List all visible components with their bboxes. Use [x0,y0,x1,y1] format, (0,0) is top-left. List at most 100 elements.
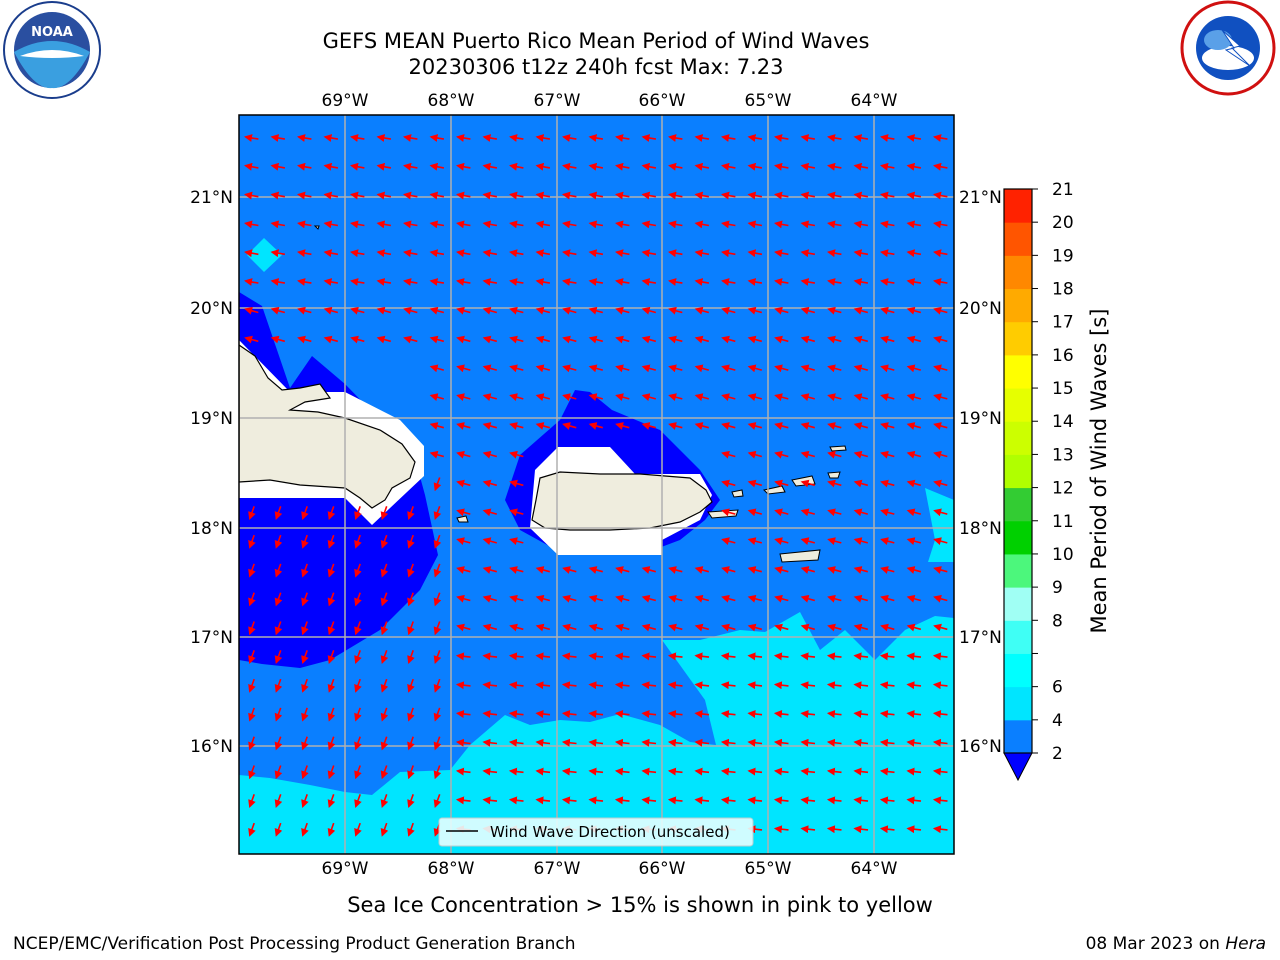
wind-wave-arrow [429,422,445,430]
wind-wave-arrow [535,162,551,171]
colorbar-segment [1004,388,1032,422]
wind-wave-arrow [588,594,604,603]
lon-label: 68°W [428,91,475,111]
wind-wave-arrow [403,162,418,171]
wind-wave-arrow [455,652,471,661]
wind-wave-arrow [433,563,442,578]
lon-labels-top: 69°W 68°W 67°W 66°W 65°W 64°W [322,91,898,111]
wind-wave-arrow [509,335,524,344]
wind-wave-arrow [906,796,922,805]
wind-wave-arrow [456,422,471,430]
wind-wave-arrow [668,623,683,632]
wind-wave-arrow [667,767,683,776]
wind-wave-arrow [615,306,630,315]
wind-wave-arrow [380,678,389,693]
wind-wave-arrow [376,278,392,286]
wind-wave-arrow [774,479,789,488]
wind-wave-arrow [747,710,763,718]
wind-wave-arrow [327,794,336,809]
wind-wave-arrow [641,767,657,776]
lon-label: 66°W [639,859,686,879]
wind-wave-arrow [407,678,415,693]
wind-wave-arrow [853,508,869,517]
wind-wave-arrow [615,220,630,229]
wind-wave-arrow [588,134,604,142]
noaa-logo: NOAA [3,1,101,99]
wind-wave-arrow [826,825,842,834]
wind-wave-arrow [932,767,948,776]
wind-wave-arrow [906,134,922,142]
wind-wave-arrow [327,506,336,521]
wind-wave-arrow [880,393,895,402]
wind-wave-arrow [615,422,630,430]
wind-wave-arrow [301,592,309,607]
wind-wave-arrow [773,681,789,690]
wind-wave-arrow [932,681,948,690]
wind-wave-arrow [380,794,389,809]
wind-wave-arrow [588,767,604,776]
wind-wave-arrow [248,707,256,722]
wind-wave-arrow [588,335,604,344]
wind-wave-arrow [614,652,630,661]
wind-wave-arrow [270,191,286,200]
wind-wave-arrow [429,364,445,373]
wind-wave-arrow [429,191,445,200]
wind-wave-arrow [509,191,524,200]
wind-wave-arrow [933,479,948,488]
wind-wave-arrow [376,162,392,171]
wind-wave-arrow [800,134,816,142]
wind-wave-arrow [588,710,604,718]
wind-wave-arrow [827,162,842,171]
wind-wave-arrow [720,767,736,776]
wind-wave-arrow [906,681,922,690]
wind-wave-arrow [773,710,789,718]
wind-wave-arrow [248,678,256,693]
wind-wave-arrow [880,306,895,315]
wind-wave-arrow [667,652,683,661]
wind-wave-arrow [933,450,948,459]
wind-wave-arrow [774,422,789,430]
wind-wave-arrow [879,652,895,661]
wind-wave-arrow [433,765,442,780]
wind-wave-arrow [297,249,312,258]
wind-wave-arrow [880,364,895,373]
wind-wave-arrow [694,738,710,747]
wind-wave-arrow [327,765,336,780]
wind-wave-arrow [323,335,339,344]
wind-wave-arrow [668,278,683,286]
wind-wave-arrow [853,278,869,286]
wind-wave-arrow [800,566,816,574]
wind-wave-arrow [906,738,922,747]
wind-wave-arrow [509,450,524,459]
wind-wave-arrow [354,650,362,665]
wind-wave-arrow [827,566,842,574]
wind-wave-arrow [880,422,895,430]
wind-wave-arrow [354,765,362,780]
wind-wave-arrow [800,508,816,517]
wind-wave-arrow [906,422,922,430]
wind-wave-arrow [350,191,365,200]
wind-wave-arrow [721,537,736,546]
wind-wave-arrow [774,162,789,171]
wind-wave-arrow [248,650,256,665]
colorbar-segments [1004,189,1032,754]
wind-wave-arrow [667,738,683,747]
wind-wave-arrow [906,364,922,373]
wind-wave-arrow [933,364,948,373]
wind-wave-arrow [274,794,283,809]
wind-wave-arrow [800,278,816,286]
lat-label: 18°N [190,519,233,539]
wind-wave-arrow [407,621,415,636]
lat-label: 17°N [190,628,233,648]
wind-wave-arrow [588,738,604,747]
wind-wave-arrow [403,306,418,315]
wind-wave-arrow [433,506,442,521]
wind-wave-arrow [270,335,286,344]
wind-wave-arrow [747,681,763,690]
wind-wave-arrow [535,220,551,229]
wind-wave-arrow [906,652,922,661]
wind-wave-arrow [301,765,309,780]
wind-wave-arrow [932,738,948,747]
wind-wave-arrow [800,796,816,805]
wind-wave-arrow [906,306,922,315]
